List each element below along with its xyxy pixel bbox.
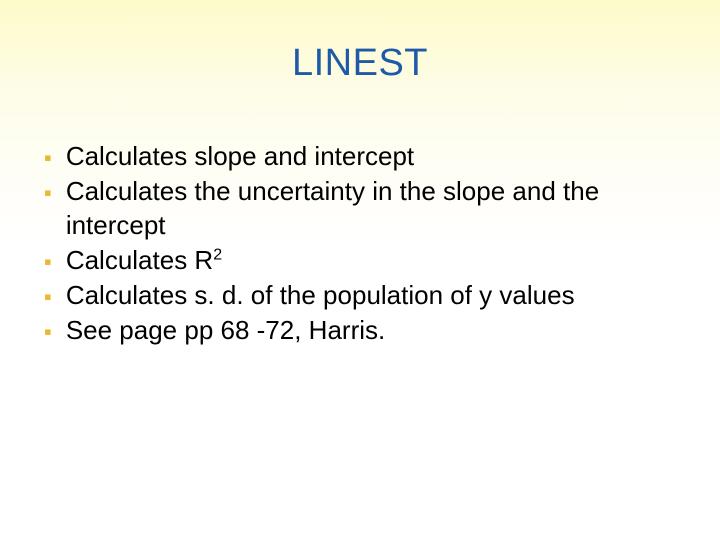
bullet-text: Calculates the uncertainty in the slope … [66,175,660,242]
bullet-text: Calculates R2 [66,244,222,277]
slide-body: ▪ Calculates slope and intercept ▪ Calcu… [44,140,660,350]
list-item: ▪ Calculates slope and intercept [44,140,660,173]
list-item: ▪ See page pp 68 -72, Harris. [44,314,660,347]
bullet-text: See page pp 68 -72, Harris. [66,314,385,347]
list-item: ▪ Calculates s. d. of the population of … [44,279,660,312]
bullet-icon: ▪ [44,283,52,311]
list-item: ▪ Calculates the uncertainty in the slop… [44,175,660,242]
bullet-text: Calculates slope and intercept [66,140,414,173]
bullet-icon: ▪ [44,144,52,172]
slide: LINEST ▪ Calculates slope and intercept … [0,0,720,540]
bullet-icon: ▪ [44,248,52,276]
bullet-text: Calculates s. d. of the population of y … [66,279,575,312]
slide-title: LINEST [0,42,720,85]
bullet-icon: ▪ [44,318,52,346]
list-item: ▪ Calculates R2 [44,244,660,277]
bullet-icon: ▪ [44,179,52,207]
